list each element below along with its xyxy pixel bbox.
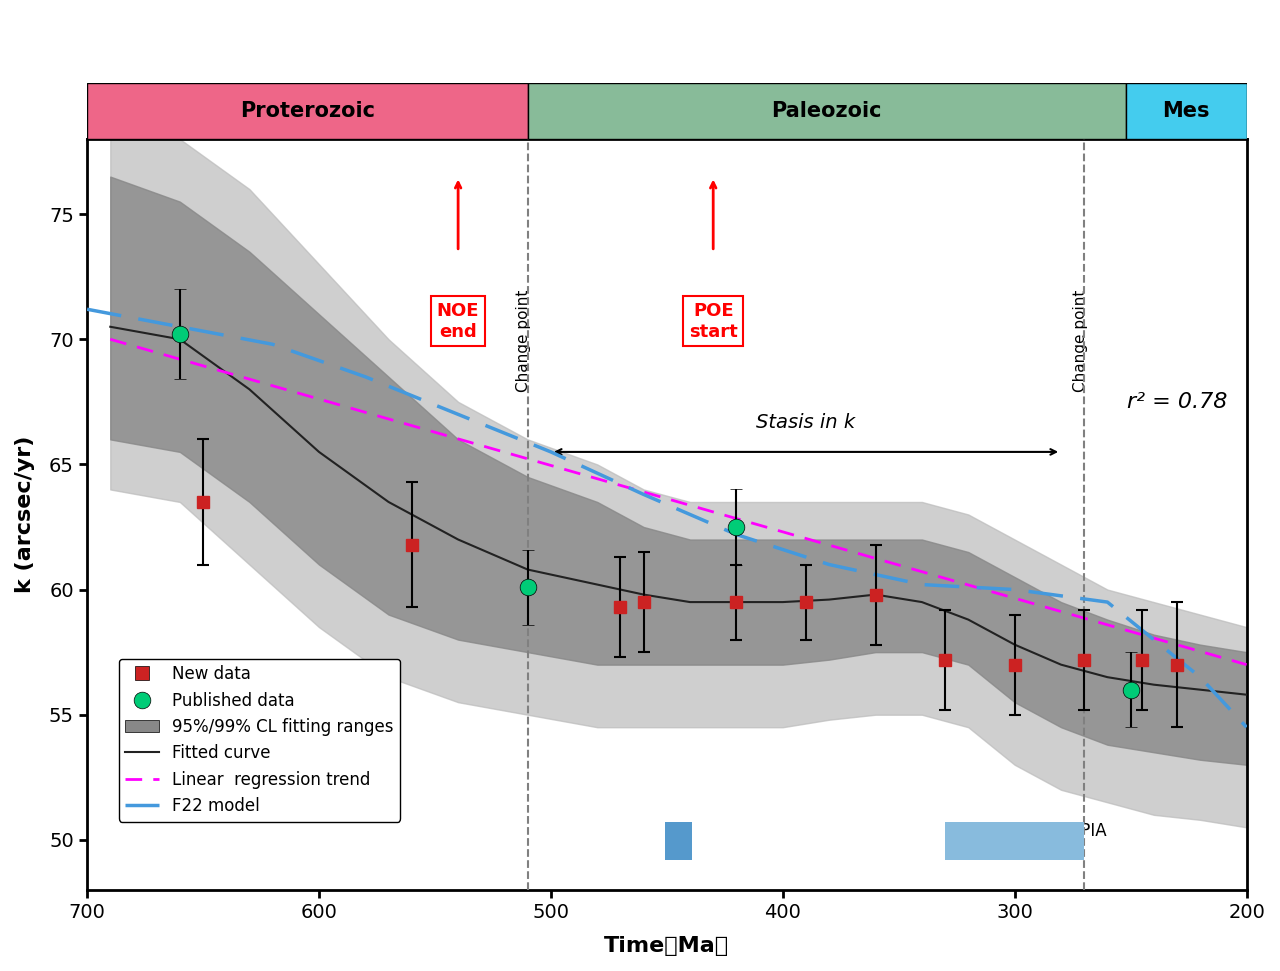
Text: r² = 0.78: r² = 0.78 <box>1126 392 1228 412</box>
Text: Change point: Change point <box>1073 289 1088 391</box>
Text: HG: HG <box>666 821 691 840</box>
Bar <box>664 822 692 860</box>
Text: LPIA: LPIA <box>1071 821 1107 840</box>
X-axis label: Time（Ma）: Time（Ma） <box>604 936 730 956</box>
Bar <box>945 822 1084 860</box>
Text: NOE
end: NOE end <box>436 302 480 341</box>
Y-axis label: k (arcsec/yr): k (arcsec/yr) <box>15 436 35 593</box>
Text: Change point: Change point <box>516 289 531 391</box>
Text: Stasis in k: Stasis in k <box>756 413 855 432</box>
Text: POE
start: POE start <box>689 302 737 341</box>
Legend: New data, Published data, 95%/99% CL fitting ranges, Fitted curve, Linear  regre: New data, Published data, 95%/99% CL fit… <box>119 658 401 821</box>
